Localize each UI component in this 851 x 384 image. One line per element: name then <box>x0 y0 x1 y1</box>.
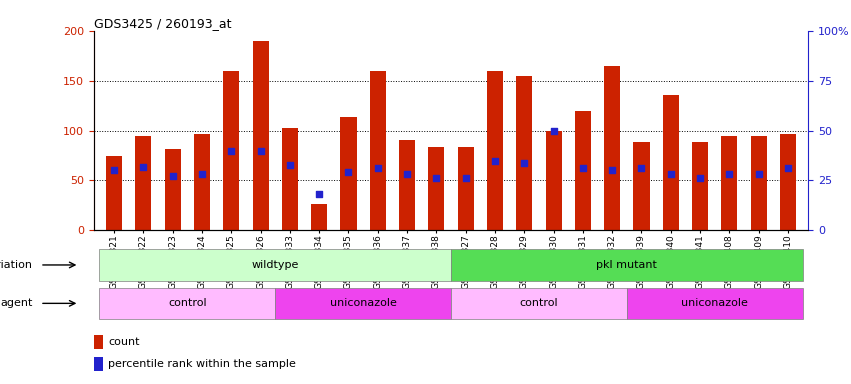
Bar <box>223 71 239 230</box>
Point <box>166 174 180 180</box>
Text: wildtype: wildtype <box>252 260 299 270</box>
Bar <box>135 136 151 230</box>
Bar <box>253 41 269 230</box>
Point <box>605 167 619 174</box>
Text: pkl mutant: pkl mutant <box>597 260 657 270</box>
Bar <box>94 335 103 349</box>
Point <box>400 171 414 177</box>
Text: control: control <box>168 298 207 308</box>
Bar <box>100 288 275 319</box>
Bar <box>780 134 796 230</box>
Bar <box>458 147 474 230</box>
Point <box>722 171 736 177</box>
Bar <box>604 66 620 230</box>
Text: uniconazole: uniconazole <box>329 298 397 308</box>
Text: GDS3425 / 260193_at: GDS3425 / 260193_at <box>94 17 231 30</box>
Point <box>488 157 502 164</box>
Bar <box>94 357 103 371</box>
Bar <box>692 142 708 230</box>
Point <box>664 171 677 177</box>
Bar <box>545 131 562 230</box>
Bar <box>663 94 679 230</box>
Bar <box>311 204 328 230</box>
Point <box>254 147 267 154</box>
Bar <box>751 136 767 230</box>
Point <box>517 159 531 166</box>
Bar <box>517 76 533 230</box>
Bar <box>451 288 627 319</box>
Point <box>546 127 560 134</box>
Point <box>195 171 208 177</box>
Point <box>694 175 707 182</box>
Point <box>225 147 238 154</box>
Bar <box>340 117 357 230</box>
Bar <box>451 250 802 280</box>
Point <box>430 175 443 182</box>
Point <box>576 166 590 172</box>
Point <box>635 166 648 172</box>
Point <box>137 164 151 170</box>
Bar <box>194 134 210 230</box>
Bar <box>164 149 180 230</box>
Bar <box>633 142 649 230</box>
Point <box>107 167 121 174</box>
Bar <box>574 111 591 230</box>
Bar <box>275 288 451 319</box>
Point <box>312 191 326 197</box>
Bar <box>627 288 802 319</box>
Bar <box>399 139 415 230</box>
Text: genotype/variation: genotype/variation <box>0 260 33 270</box>
Text: uniconazole: uniconazole <box>682 298 748 308</box>
Bar <box>369 71 386 230</box>
Point <box>283 161 297 167</box>
Text: control: control <box>520 298 558 308</box>
Text: agent: agent <box>1 298 33 308</box>
Point <box>751 171 765 177</box>
Bar <box>106 156 123 230</box>
Bar <box>282 127 298 230</box>
Bar <box>100 250 451 280</box>
Point <box>342 169 356 175</box>
Point <box>371 166 385 172</box>
Bar <box>722 136 738 230</box>
Text: count: count <box>108 337 140 347</box>
Bar <box>487 71 503 230</box>
Bar <box>428 147 444 230</box>
Point <box>781 166 795 172</box>
Point <box>459 175 472 182</box>
Text: percentile rank within the sample: percentile rank within the sample <box>108 359 296 369</box>
